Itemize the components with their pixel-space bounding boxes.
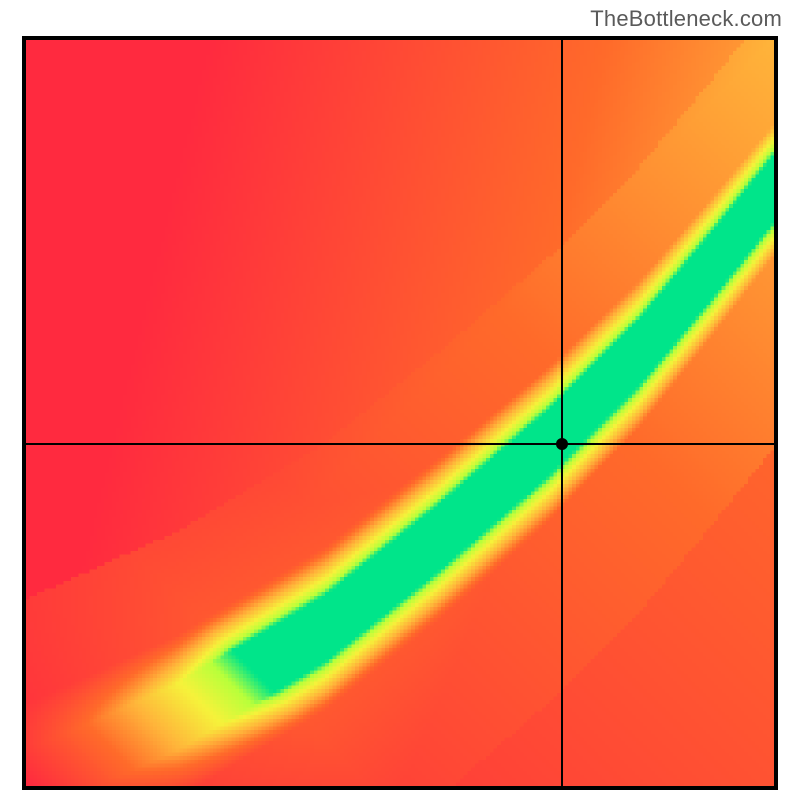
crosshair-vertical [561,40,563,786]
bottleneck-heatmap [22,36,778,790]
plot-area [26,40,774,786]
crosshair-horizontal [26,443,774,445]
heatmap-canvas [26,40,774,786]
crosshair-marker[interactable] [556,438,568,450]
watermark-text: TheBottleneck.com [590,6,782,32]
